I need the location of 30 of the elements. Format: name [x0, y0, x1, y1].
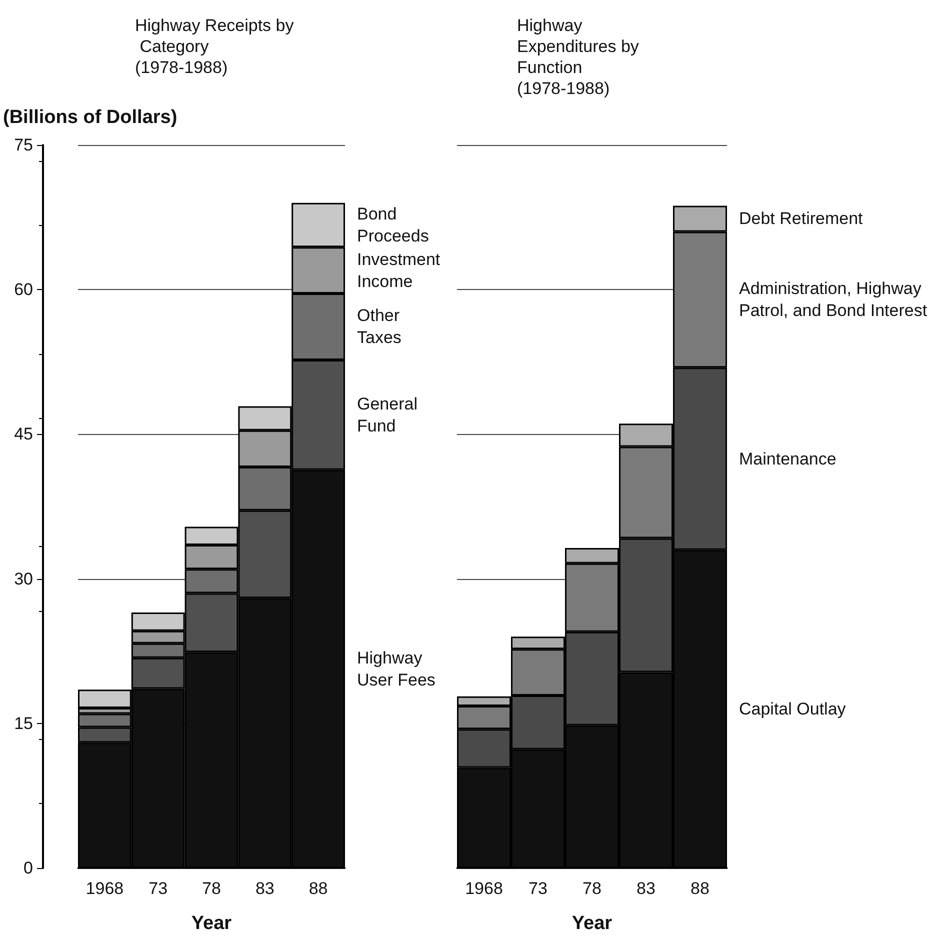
series-label: Highway User Fees: [357, 648, 436, 690]
x-tick-label: 78: [582, 879, 602, 898]
y-tick-label: 60: [14, 280, 33, 300]
x-tick-label: 1968: [86, 879, 124, 898]
y-axis-title: (Billions of Dollars): [3, 107, 178, 128]
series-label: Bond Proceeds: [357, 204, 429, 246]
series-label: Maintenance: [739, 449, 836, 468]
chart-title: Highway Expenditures by Function (1978-1988): [517, 16, 644, 98]
x-tick-label: 83: [636, 879, 656, 898]
series-label: Administration, Highway Patrol, and Bond Interest: [739, 279, 928, 320]
y-tick-label: 0: [24, 858, 33, 878]
x-tick-label: 78: [202, 879, 221, 898]
x-tick-label: 73: [148, 879, 168, 898]
x-tick-label: 83: [255, 879, 274, 898]
x-axis-title: Year: [572, 913, 613, 934]
chart-title: Highway Receipts by Category (1978-1988): [135, 16, 294, 77]
series-label: Investment Income: [357, 250, 445, 291]
x-tick-label: 88: [690, 879, 710, 898]
y-tick-label: 15: [14, 714, 33, 733]
x-tick-label: 73: [528, 879, 548, 898]
series-label: Capital Outlay: [739, 699, 846, 718]
x-tick-label: 1968: [465, 879, 503, 898]
series-label: Other Taxes: [357, 306, 404, 348]
x-axis-title: Year: [191, 913, 232, 934]
series-label: General Fund: [357, 394, 422, 436]
y-tick-label: 45: [14, 424, 33, 444]
series-label: Debt Retirement: [739, 209, 864, 228]
y-tick-label: 30: [14, 569, 33, 588]
x-tick-label: 88: [308, 879, 328, 898]
y-tick-label: 75: [14, 136, 33, 154]
